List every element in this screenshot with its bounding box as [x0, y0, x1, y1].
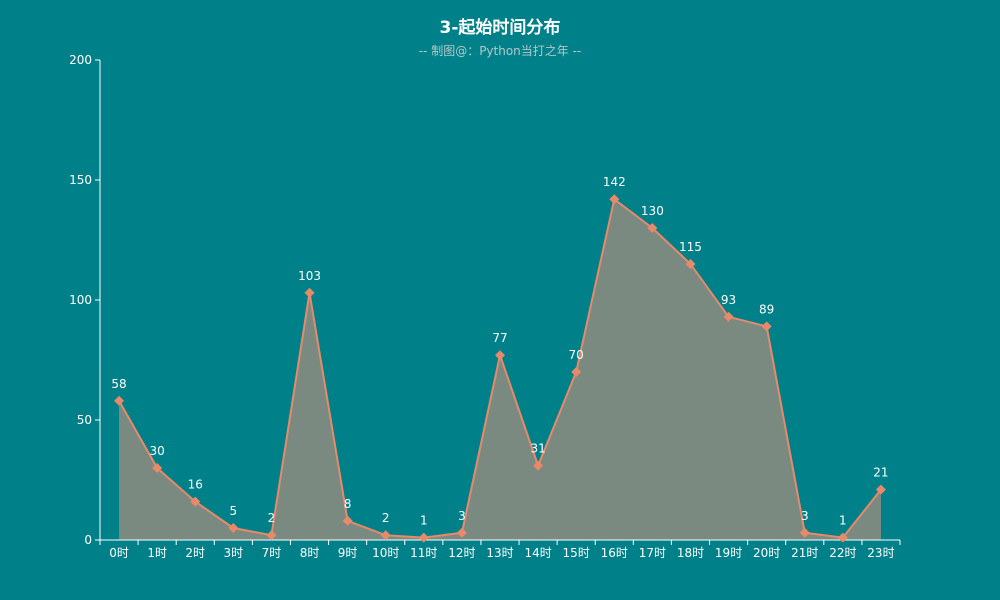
data-point — [456, 527, 467, 538]
data-point — [799, 527, 810, 538]
data-label: 77 — [492, 331, 507, 345]
data-label: 8 — [344, 497, 352, 511]
x-tick-label: 17时 — [639, 546, 666, 560]
data-point — [152, 463, 163, 473]
data-point — [342, 515, 353, 526]
data-label: 70 — [569, 348, 584, 362]
x-tick-label: 7时 — [262, 546, 282, 560]
chart-subtitle: -- 制图@：Python当打之年 -- — [418, 44, 582, 58]
y-tick-label: 0 — [84, 533, 92, 547]
chart-title: 3-起始时间分布 — [439, 18, 561, 38]
data-label: 1 — [839, 514, 847, 528]
x-tick-label: 18时 — [677, 546, 704, 560]
y-tick-label: 100 — [69, 293, 92, 307]
data-label: 3 — [801, 509, 809, 523]
data-label: 16 — [188, 478, 203, 492]
data-point — [190, 496, 201, 507]
data-point — [647, 223, 658, 233]
data-label: 58 — [111, 377, 126, 391]
data-point — [875, 484, 886, 495]
data-point — [228, 523, 239, 533]
data-label: 93 — [721, 293, 736, 307]
data-label: 5 — [230, 504, 238, 518]
x-tick-label: 10时 — [372, 546, 399, 560]
x-tick-label: 11时 — [410, 546, 437, 560]
x-tick-label: 0时 — [109, 546, 129, 560]
data-point — [571, 367, 582, 377]
y-tick-label: 50 — [77, 413, 92, 427]
data-label: 2 — [268, 511, 276, 525]
x-tick-label: 14时 — [524, 546, 551, 560]
x-tick-label: 3时 — [224, 546, 244, 560]
data-label: 30 — [150, 444, 165, 458]
data-label: 130 — [641, 204, 664, 218]
data-label: 2 — [382, 511, 390, 525]
y-tick-label: 200 — [69, 53, 92, 67]
data-point — [533, 460, 544, 471]
x-tick-label: 23时 — [867, 546, 894, 560]
x-tick-label: 19时 — [715, 546, 742, 560]
data-point — [114, 395, 125, 406]
x-tick-label: 1时 — [147, 546, 167, 560]
x-tick-label: 21时 — [791, 546, 818, 560]
x-tick-label: 22时 — [829, 546, 856, 560]
data-point — [609, 194, 620, 205]
data-point — [761, 321, 772, 332]
series-area — [119, 199, 881, 540]
x-tick-label: 20时 — [753, 546, 780, 560]
data-point — [495, 350, 505, 361]
data-label: 115 — [679, 240, 702, 254]
data-label: 3 — [458, 509, 466, 523]
x-tick-label: 12时 — [448, 546, 475, 560]
data-point — [723, 311, 734, 322]
data-label: 31 — [530, 442, 545, 456]
data-point — [837, 532, 848, 543]
data-point — [418, 532, 429, 543]
x-tick-label: 8时 — [300, 546, 320, 560]
x-tick-label: 13时 — [486, 546, 513, 560]
y-tick-label: 150 — [69, 173, 92, 187]
data-label: 1 — [420, 514, 428, 528]
x-tick-label: 2时 — [185, 546, 205, 560]
x-tick-label: 15时 — [563, 546, 590, 560]
data-point — [266, 530, 277, 541]
data-point — [685, 259, 696, 269]
data-point — [304, 287, 315, 298]
data-label: 21 — [873, 466, 888, 480]
data-label: 142 — [603, 175, 626, 189]
x-tick-label: 16时 — [601, 546, 628, 560]
x-tick-label: 9时 — [338, 546, 358, 560]
data-label: 103 — [298, 269, 321, 283]
data-point — [380, 530, 391, 541]
data-label: 89 — [759, 302, 774, 316]
